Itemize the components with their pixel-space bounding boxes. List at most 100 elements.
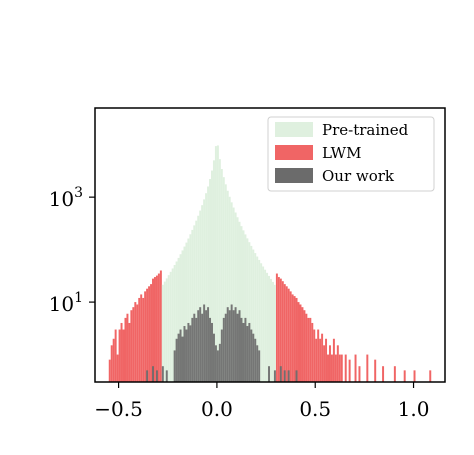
lwm-bar: [315, 338, 318, 382]
our-work-bar: [273, 370, 276, 382]
our-work-bar: [258, 350, 261, 382]
our-work-bar: [242, 322, 245, 382]
plot-frame: [94, 107, 446, 383]
lwm-bar: [321, 333, 324, 382]
pre-trained-bar: [248, 242, 251, 382]
lwm-bar: [366, 354, 369, 382]
pre-trained-bar: [197, 215, 200, 382]
our-work-bar: [185, 329, 188, 382]
lwm-bar: [132, 307, 135, 382]
lwm-bar: [332, 338, 335, 382]
x-tick-label: 1.0: [398, 397, 430, 421]
our-work-bar: [244, 317, 247, 382]
our-work-bar: [226, 307, 229, 382]
pre-trained-bar: [183, 246, 186, 382]
pre-trained-bar: [270, 278, 272, 382]
our-work-bar: [175, 338, 178, 382]
pre-trained-bar: [244, 234, 247, 382]
our-work-bar: [152, 366, 154, 382]
lwm-bar: [128, 322, 131, 382]
lwm-bar: [118, 329, 121, 382]
pre-trained-bar: [161, 284, 164, 382]
lwm-bar: [317, 329, 320, 382]
pre-trained-bar: [187, 238, 190, 382]
lwm-bar: [328, 345, 331, 382]
lwm-bar: [152, 278, 154, 382]
pre-trained-bar: [207, 186, 210, 382]
lwm-bar: [116, 354, 119, 382]
our-work-bar: [216, 350, 219, 382]
lwm-bar: [130, 310, 133, 382]
lwm-bar: [112, 338, 115, 382]
lwm-bar: [338, 354, 341, 382]
our-work-bar: [252, 333, 255, 382]
our-work-bar: [228, 310, 231, 382]
pre-trained-bar: [273, 284, 276, 382]
lwm-bar: [403, 370, 406, 382]
pre-trained-bar: [252, 249, 255, 382]
legend-label-lwm: LWM: [322, 144, 361, 162]
pre-trained-bar: [260, 263, 263, 382]
our-work-bar: [199, 307, 202, 382]
our-work-bar: [218, 343, 221, 382]
lwm-bar: [340, 354, 343, 382]
lwm-bar: [279, 278, 282, 382]
pre-trained-bar: [218, 159, 221, 382]
lwm-bar: [301, 307, 304, 382]
legend-label-pre-trained: Pre-trained: [322, 121, 409, 139]
our-work-bar: [187, 322, 190, 382]
lwm-bar: [358, 366, 361, 382]
lwm-bar: [155, 275, 158, 382]
lwm-bar: [285, 286, 288, 382]
lwm-bar: [120, 322, 123, 382]
our-work-bar: [234, 307, 237, 382]
our-work-bar: [236, 313, 239, 382]
lwm-bar: [295, 297, 298, 382]
pre-trained-bar: [167, 275, 170, 382]
our-work-bar: [173, 350, 176, 382]
our-work-bar: [248, 322, 251, 382]
pre-trained-bar: [222, 177, 225, 382]
pre-trained-bar: [226, 190, 229, 382]
our-work-bar: [222, 317, 225, 382]
our-work-bar: [246, 326, 249, 382]
lwm-bar: [281, 281, 284, 382]
legend: Pre-trained LWM Our work: [267, 116, 435, 192]
our-work-bar: [211, 322, 213, 382]
lwm-bar: [382, 366, 385, 382]
pre-trained-bar: [236, 217, 239, 382]
our-work-bar: [209, 317, 212, 382]
our-work-bar: [232, 310, 235, 382]
our-work-bar: [155, 370, 158, 382]
lwm-bar: [374, 359, 377, 382]
pre-trained-bar: [205, 193, 208, 382]
pre-trained-bar: [179, 254, 182, 382]
lwm-bar: [305, 313, 308, 382]
lwm-bar: [275, 273, 278, 382]
our-work-bar: [254, 338, 257, 382]
pre-trained-bar: [264, 269, 267, 382]
lwm-bar: [413, 370, 416, 382]
our-work-bar: [183, 326, 186, 382]
pre-trained-bar: [191, 229, 194, 382]
lwm-bar: [336, 345, 339, 382]
pre-trained-bar: [175, 261, 178, 382]
lwm-bar: [114, 329, 117, 382]
pre-trained-bar: [201, 205, 204, 382]
lwm-bar: [283, 284, 286, 382]
lwm-bar: [142, 297, 145, 382]
our-work-bar: [283, 370, 286, 382]
our-work-bar: [256, 345, 259, 382]
pre-trained-bar: [216, 145, 219, 382]
lwm-bar: [307, 317, 310, 382]
lwm-bar: [108, 359, 111, 382]
lwm-bar: [122, 329, 125, 382]
our-work-bar: [295, 370, 298, 382]
pre-trained-bar: [212, 160, 215, 382]
lwm-bar: [136, 304, 139, 382]
lwm-bar: [148, 286, 151, 382]
our-work-bar: [146, 370, 149, 382]
pre-trained-bar: [181, 250, 184, 382]
pre-trained-bar: [242, 230, 245, 382]
pre-trained-bar: [177, 257, 180, 382]
